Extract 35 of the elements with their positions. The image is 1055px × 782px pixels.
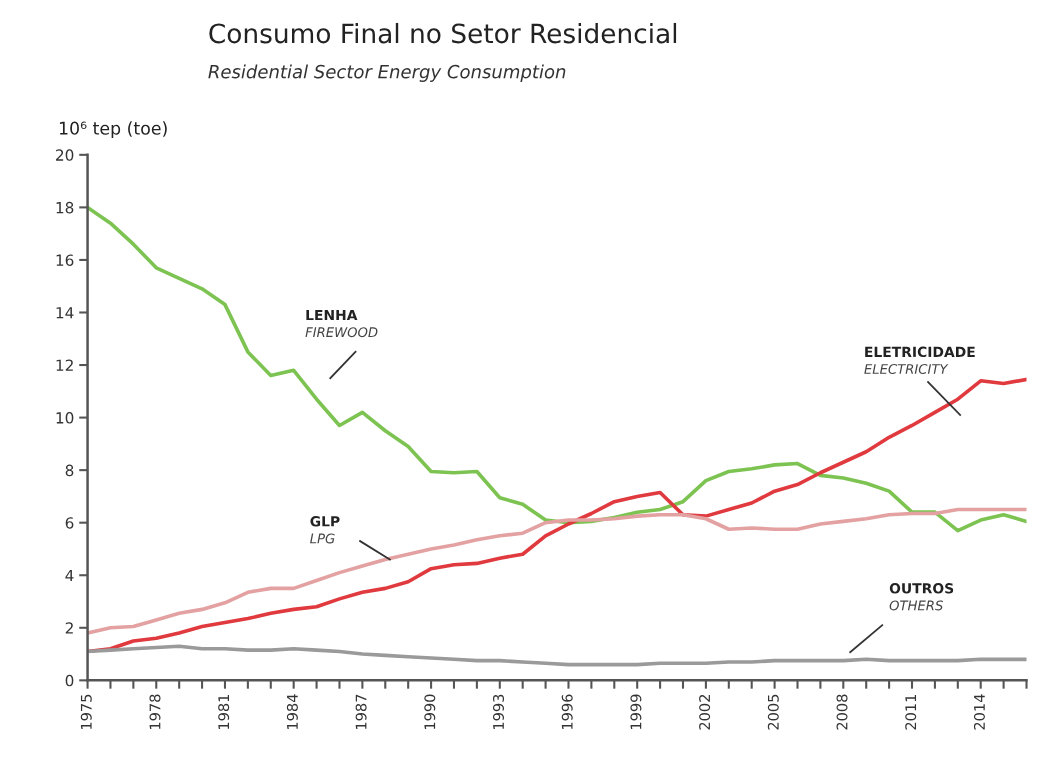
y-tick-label: 18: [56, 201, 74, 214]
chart-title: Consumo Final no Setor Residencial: [209, 22, 677, 44]
chart-subtitle: Residential Sector Energy Consumption: [208, 64, 566, 82]
x-tick-label: 1996: [561, 694, 573, 730]
x-tick-label: 1999: [630, 694, 642, 730]
y-tick-label: 16: [56, 254, 74, 266]
text: GLP LPG: [310, 516, 340, 544]
y-tick-label: 12: [56, 359, 73, 371]
y-tick-label: 8: [65, 464, 74, 477]
x-tick-label: 1981: [218, 694, 230, 730]
y-tick-label: 20: [56, 149, 74, 161]
x-tick-label: 1975: [80, 694, 92, 730]
y-tick-label: 4: [65, 569, 74, 582]
x-tick-label: 1990: [424, 694, 436, 730]
x-tick-label: 2002: [699, 695, 711, 730]
y-tick-label: 0: [65, 674, 74, 687]
y-tick-label: 14: [56, 307, 74, 319]
y-tick-label: 10: [56, 412, 74, 424]
x-tick-label: 2011: [905, 694, 917, 730]
x-tick-label: 2008: [836, 694, 848, 730]
text: OUTROS OTHERS: [889, 583, 954, 611]
x-tick-label: 1987: [355, 694, 367, 730]
y-tick-label: 2: [65, 622, 73, 634]
line-series: [87, 644, 1027, 667]
x-tick-label: 2014: [973, 694, 985, 730]
x-tick-label: 1984: [286, 694, 298, 730]
x-tick-label: 2005: [767, 694, 779, 730]
line-series: [87, 507, 1027, 635]
text: LENHA FIREWOOD: [305, 309, 378, 338]
x-tick-label: 1978: [149, 694, 161, 730]
series-label: ELETRICIDADE ELECTRICITY: [864, 346, 975, 374]
y-tick-label: 6: [65, 517, 74, 529]
line-series: [87, 205, 1027, 533]
y-axis-title: 10⁶ tep (toe): [59, 121, 167, 139]
x-tick-label: 1993: [492, 694, 505, 730]
